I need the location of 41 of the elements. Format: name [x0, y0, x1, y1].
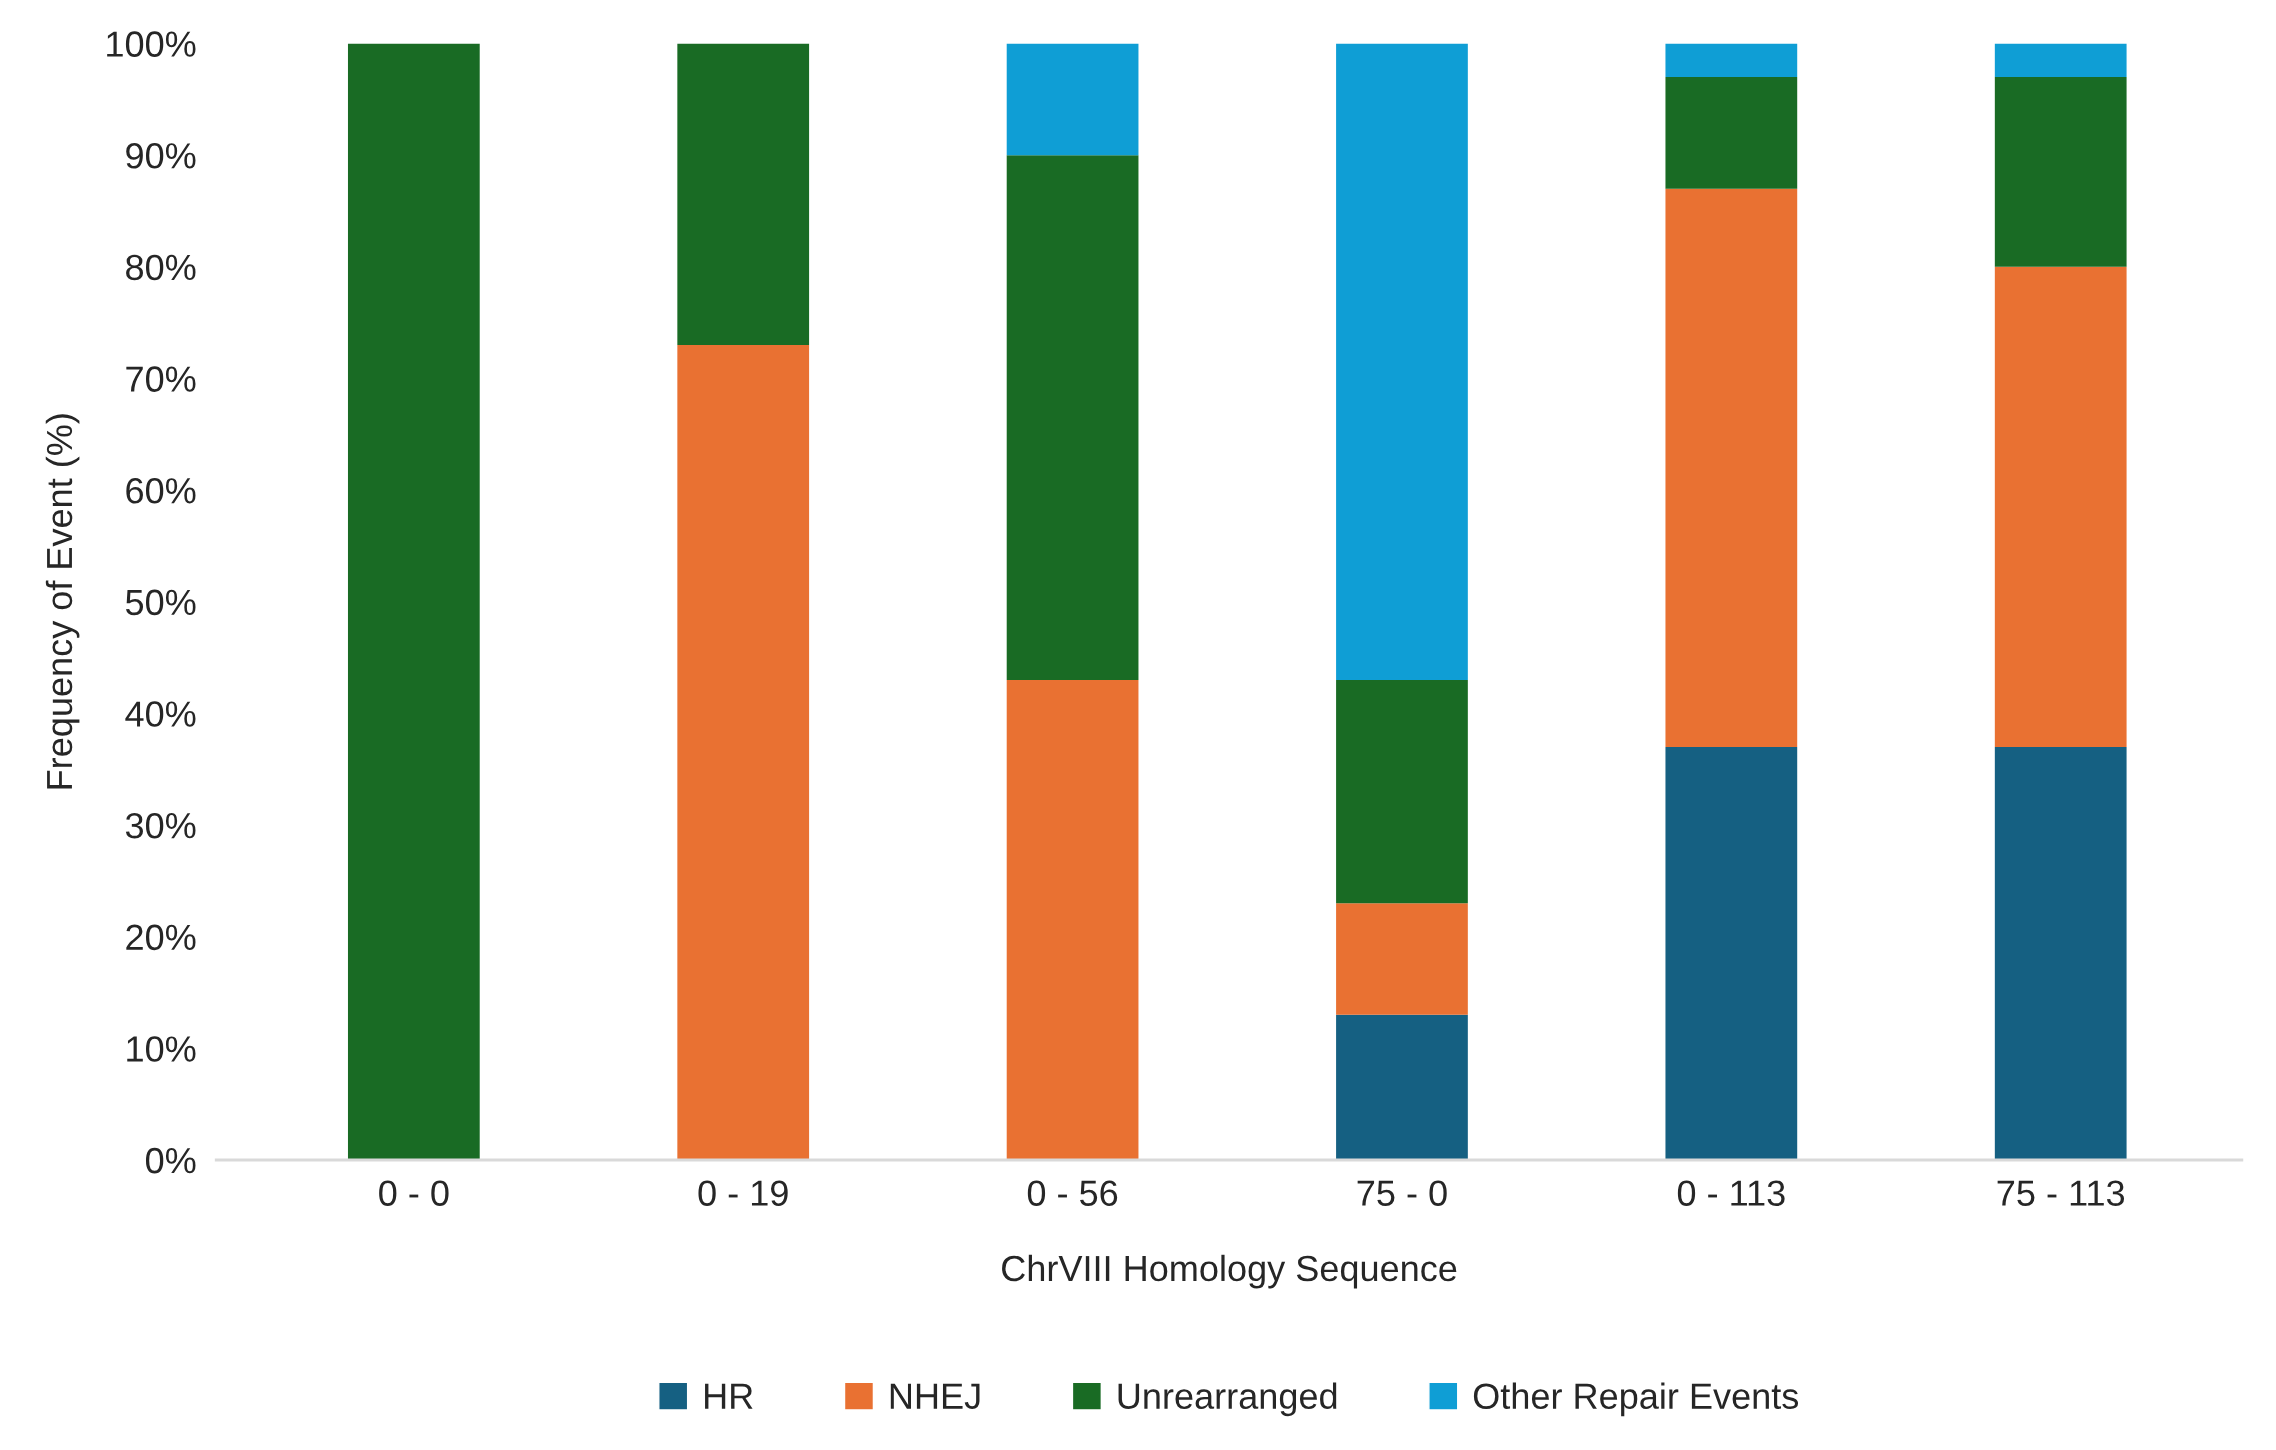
bar	[1994, 76, 2127, 267]
bar	[1336, 43, 1468, 680]
y-tick-label: 60%	[126, 477, 196, 504]
y-tick-label: 0%	[145, 1147, 196, 1174]
bar	[1665, 43, 1798, 77]
y-tick-label: 40%	[125, 701, 196, 727]
y-tick-label: 10%	[127, 1036, 196, 1062]
y-tick-label: 30%	[125, 812, 196, 839]
bar	[1665, 188, 1798, 747]
bar	[677, 43, 810, 345]
x-tick-label: 0 - 56	[1027, 1180, 1118, 1206]
y-tick-label: 80%	[126, 254, 196, 281]
y-tick-label: 90%	[126, 143, 196, 169]
y-tick-label: 70%	[126, 366, 196, 392]
bar	[1994, 746, 2127, 1160]
legend-label: HR	[705, 1383, 753, 1409]
bar	[677, 344, 810, 1160]
bar	[1994, 43, 2127, 77]
x-tick-label: 75 - 113	[1997, 1180, 2125, 1206]
bar	[1336, 679, 1468, 904]
bar	[1336, 1014, 1468, 1160]
bar	[1006, 43, 1139, 156]
x-axis-title: ChrVIII Homology Sequence	[1002, 1254, 1457, 1289]
y-tick-label: 100%	[107, 31, 196, 57]
x-tick-label: 0 - 0	[379, 1180, 449, 1206]
x-tick-label: 0 - 113	[1677, 1180, 1785, 1206]
y-tick-label: 50%	[125, 589, 196, 616]
bar	[1006, 679, 1139, 1160]
legend-label: Other Repair Events	[1473, 1382, 1799, 1417]
bar	[347, 43, 480, 1160]
x-tick-label: 0 - 19	[698, 1180, 788, 1206]
y-axis-title: Frequency of Event (%)	[45, 414, 80, 789]
bar	[1665, 76, 1798, 189]
bar	[1336, 903, 1468, 1015]
x-tick-label: 75 - 0	[1357, 1180, 1447, 1206]
bar	[1994, 266, 2127, 747]
legend-label: Unrearranged	[1118, 1382, 1337, 1417]
legend-label: NHEJ	[890, 1383, 980, 1410]
y-tick-label: 20%	[126, 924, 196, 951]
bar	[1665, 746, 1798, 1160]
bar	[1006, 155, 1139, 680]
